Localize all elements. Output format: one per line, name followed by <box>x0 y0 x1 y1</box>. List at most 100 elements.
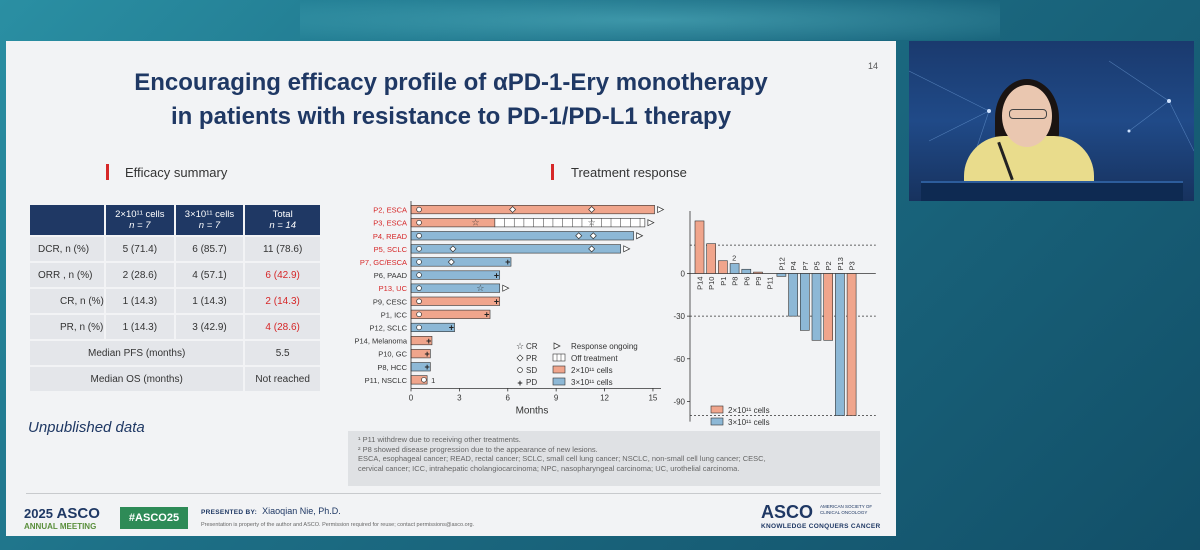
waterfall-bar <box>741 268 752 274</box>
swimmer-bar <box>410 257 512 267</box>
footnote-line: ² P8 showed disease progression due to t… <box>358 444 598 454</box>
table-cell: 2 (28.6) <box>106 263 174 287</box>
footnote-line: ESCA, esophageal cancer; READ, rectal ca… <box>358 454 766 463</box>
x-axis-title: Months <box>516 405 549 416</box>
pd-marker: + <box>424 349 429 359</box>
patient-label: P3, ESCA <box>373 219 407 228</box>
slide-title-line2: in patients with resistance to PD-1/PD-L… <box>170 103 732 130</box>
legend-label-c2: 2×10¹¹ cells <box>571 366 613 375</box>
hashtag-badge: #ASCO25 <box>120 507 188 529</box>
table-cell: 6 (42.9) <box>245 263 320 287</box>
pr-marker <box>588 206 596 214</box>
legend-label-c3: 3×10¹¹ cells <box>571 378 613 387</box>
swimmer-bar <box>410 231 634 241</box>
presentation-slide: 14 Encouraging efficacy profile of αPD-1… <box>6 41 896 536</box>
footer-divider <box>26 493 881 494</box>
patient-label: P10, GC <box>378 350 407 359</box>
pd-marker: + <box>484 310 489 320</box>
row-label: ORR , n (%) <box>30 263 104 287</box>
table-header-cell: 2×10¹¹ cells n = 7 <box>106 205 174 235</box>
swimmer-bar <box>410 205 655 215</box>
table-row: Median OS (months) Not reached <box>30 367 320 391</box>
legend-label-pr: PR <box>526 354 537 363</box>
waterfall-bar <box>811 273 822 341</box>
table-header-empty <box>30 205 104 235</box>
table-row: Median PFS (months) 5.5 <box>30 341 320 365</box>
efficacy-summary-heading: Efficacy summary <box>125 165 228 180</box>
sd-marker <box>416 219 422 226</box>
x-tick-label: 9 <box>554 393 559 402</box>
patient-label: P14, Melanoma <box>354 337 407 346</box>
off-treatment-bar <box>494 218 646 228</box>
patient-label: P5, SCLC <box>374 245 408 254</box>
footnote-box: ¹ P11 withdrew due to receiving other tr… <box>348 431 880 486</box>
bar-label: P7 <box>801 261 810 270</box>
ongoing-arrow <box>502 284 510 292</box>
off-legend-icon <box>552 353 566 362</box>
legend-label-off: Off treatment <box>571 354 618 363</box>
patient-label: P12, SCLC <box>369 323 407 332</box>
footnote-marker: 1 <box>431 376 435 385</box>
waterfall-bar <box>694 220 705 274</box>
pr-marker <box>509 206 517 214</box>
sd-marker <box>416 298 422 304</box>
row-label: DCR, n (%) <box>30 237 104 261</box>
bar-label: P10 <box>707 277 716 290</box>
pr-legend-icon <box>516 354 524 362</box>
pd-legend-icon: + <box>517 378 522 388</box>
median-pfs-label: Median PFS (months) <box>30 341 244 365</box>
waterfall-bar <box>835 273 845 416</box>
ongoing-arrow <box>636 232 644 240</box>
pd-marker: + <box>494 270 499 280</box>
pr-marker <box>447 258 455 266</box>
table-cell: 2 (14.3) <box>245 289 320 313</box>
y-tick-label: -60 <box>673 355 685 364</box>
cohort2-legend-swatch <box>552 365 566 374</box>
table-row: CR, n (%) 1 (14.3) 1 (14.3) 2 (14.3) <box>30 289 320 313</box>
legend-label-sd: SD <box>526 366 537 375</box>
logo-asco: ASCO <box>56 505 100 522</box>
sd-marker <box>416 206 422 213</box>
patient-label: P8, HCC <box>377 363 407 372</box>
disclaimer: Presentation is property of the author a… <box>201 522 475 528</box>
patient-label: P7, GC/ESCA <box>360 258 407 267</box>
unpublished-note: Unpublished data <box>28 419 145 436</box>
meeting-logo: 2025 ASCO <box>24 505 100 522</box>
row-label: PR, n (%) <box>30 315 104 339</box>
x-tick-label: 3 <box>457 393 462 402</box>
asco-logo: ASCO <box>761 502 814 522</box>
swimmer-bar <box>410 283 501 293</box>
pr-marker <box>449 245 457 253</box>
bar-label: P14 <box>696 277 705 290</box>
legend-label-c3: 3×10¹¹ cells <box>728 418 770 427</box>
waterfall-bar <box>823 273 833 341</box>
table-header-cell: Total n = 14 <box>245 205 320 235</box>
table-row: PR, n (%) 1 (14.3) 3 (42.9) 4 (28.6) <box>30 315 320 339</box>
pr-marker <box>588 245 596 253</box>
sd-marker <box>416 285 422 291</box>
header-n: n = 14 <box>269 220 296 231</box>
cr-legend-icon: ☆ <box>516 341 524 351</box>
patient-label: P2, ESCA <box>373 206 407 215</box>
table-header-row: 2×10¹¹ cells n = 7 3×10¹¹ cells n = 7 Tota… <box>30 205 320 235</box>
table-cell: 6 (85.7) <box>175 237 244 261</box>
x-tick-label: 6 <box>506 393 511 402</box>
table-cell: 4 (28.6) <box>245 315 320 339</box>
pd-marker: + <box>505 257 510 267</box>
table-cell: 1 (14.3) <box>106 289 174 313</box>
waterfall-bar <box>753 271 763 274</box>
footnote-line: ¹ P11 withdrew due to receiving other tr… <box>358 435 521 444</box>
ongoing-arrow <box>647 219 655 227</box>
cohort3-legend-swatch <box>552 377 566 386</box>
header-text: 3×10¹¹ cells <box>184 209 235 220</box>
header-text: 2×10¹¹ cells <box>115 209 165 220</box>
patient-label: P9, CESC <box>373 297 408 306</box>
table-cell: 3 (42.9) <box>175 315 244 339</box>
presenter-line: PRESENTED BY: Xiaoqian Nie, Ph.D. <box>201 506 341 516</box>
logo-year: 2025 <box>24 506 53 521</box>
bar-label: P9 <box>754 277 763 286</box>
presenter-name: Xiaoqian Nie, Ph.D. <box>262 506 341 516</box>
x-tick-label: 12 <box>600 393 609 402</box>
row-label: CR, n (%) <box>30 289 104 313</box>
section-marker <box>551 164 554 180</box>
